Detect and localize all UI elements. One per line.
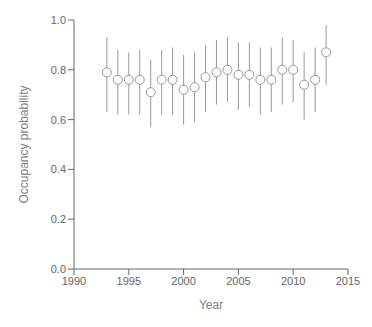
svg-text:0.8: 0.8 [51, 64, 66, 76]
svg-text:0.0: 0.0 [51, 263, 66, 275]
svg-text:1995: 1995 [117, 275, 141, 287]
svg-text:0.2: 0.2 [51, 213, 66, 225]
svg-text:1990: 1990 [62, 275, 86, 287]
svg-text:1.0: 1.0 [51, 14, 66, 26]
svg-text:2010: 2010 [281, 275, 305, 287]
svg-text:0.6: 0.6 [51, 114, 66, 126]
svg-text:2000: 2000 [171, 275, 195, 287]
svg-text:2015: 2015 [336, 275, 360, 287]
svg-text:Occupancy probability: Occupancy probability [17, 85, 31, 203]
svg-text:0.4: 0.4 [51, 163, 66, 175]
svg-text:2005: 2005 [226, 275, 250, 287]
svg-text:Year: Year [199, 298, 223, 312]
